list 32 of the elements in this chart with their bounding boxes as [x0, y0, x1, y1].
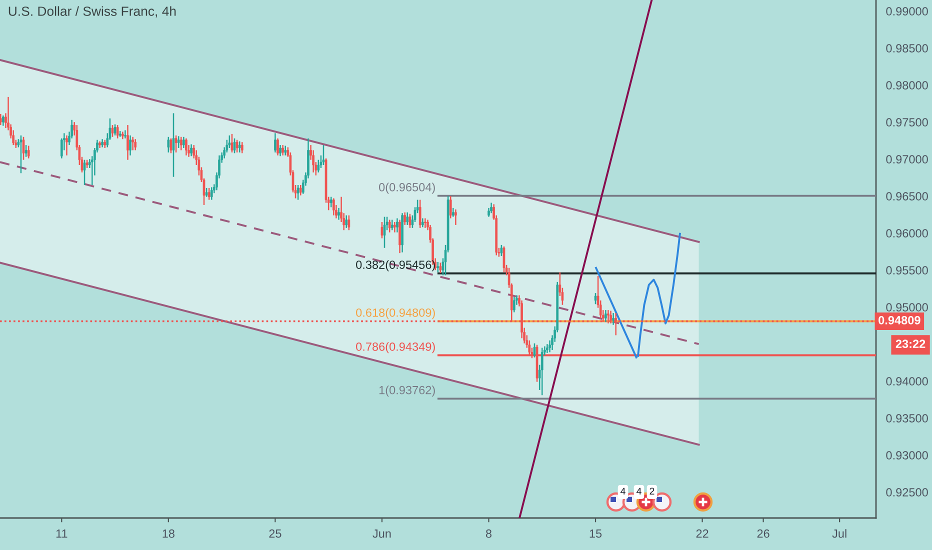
y-tick-label: 0.97000: [886, 155, 928, 164]
x-tick-label: 18: [162, 529, 174, 538]
annotation: 4: [620, 488, 626, 495]
y-tick-label: 0.98000: [886, 81, 928, 90]
y-tick-label: 0.95500: [886, 266, 928, 274]
y-tick-label: 0.97500: [886, 118, 928, 126]
annotation: 2: [650, 488, 654, 495]
y-tick-label: 0.95000: [886, 303, 928, 312]
text: 23:22: [896, 340, 926, 348]
x-tick-label: 15: [590, 530, 602, 538]
y-tick-label: 0.92500: [886, 488, 928, 496]
annotation: 0.786(0.94349): [356, 342, 435, 354]
x-tick-label: Jun: [372, 530, 391, 538]
y-tick-label: 0.96500: [886, 192, 928, 200]
y-tick-label: 0.93000: [886, 451, 928, 460]
x-tick-label: 22: [696, 529, 708, 538]
x-tick-label: 26: [757, 529, 770, 538]
y-tick-label: 0.99000: [886, 7, 928, 16]
x-tick-label: 25: [269, 529, 282, 538]
y-tick-label: 0.93500: [886, 414, 928, 422]
y-tick-label: 0.94000: [886, 377, 928, 386]
x-tick-label: Jul: [832, 529, 846, 538]
annotation: 0(0.96504): [379, 182, 435, 194]
annotation: 4: [636, 488, 642, 495]
annotation: 1(0.93762): [379, 386, 435, 397]
x-tick-label: 11: [56, 530, 68, 538]
y-tick-label: 0.96000: [886, 229, 928, 238]
y-tick-label: 0.98500: [886, 44, 928, 52]
annotation: 0.618(0.94809): [356, 308, 435, 320]
x-tick-label: 8: [486, 529, 492, 538]
chart-title: U.S. Dollar / Swiss Franc, 4h: [8, 6, 176, 18]
ref-line-label: 0.94809: [878, 316, 920, 324]
